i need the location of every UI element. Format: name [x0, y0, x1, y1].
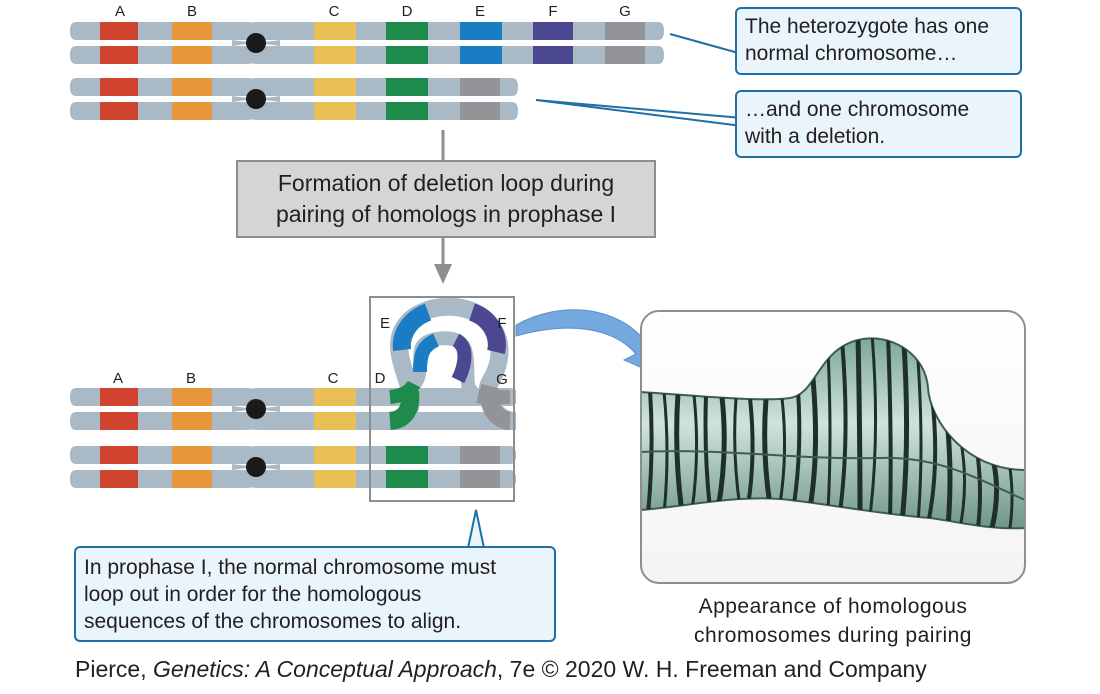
caption-line: Appearance of homologous: [698, 595, 968, 618]
centromere: [246, 399, 266, 419]
gene-label-a: A: [114, 3, 125, 20]
gene-F-band: [533, 22, 573, 40]
centromere: [246, 33, 266, 53]
gene-B-band: [172, 22, 212, 40]
callout-pointer-normal: [669, 33, 743, 55]
loop-gene-G: [476, 389, 511, 405]
process-text-line: pairing of homologs in prophase I: [275, 201, 617, 227]
gene-label-c: C: [327, 370, 339, 387]
normal-chromosome: [70, 22, 664, 64]
curved-arrow-icon: [515, 309, 657, 375]
loop-gene-F: [468, 303, 506, 355]
gene-label-g: G: [619, 3, 631, 20]
callout-pointer-deletion: [535, 99, 743, 127]
loop-highlight-box: [369, 296, 515, 502]
paired-normal-chromosome: [70, 388, 516, 430]
gene-label-f: F: [548, 3, 558, 20]
centromere: [246, 457, 266, 477]
micrograph-image: [640, 310, 1026, 584]
gene-G-band: [605, 22, 645, 40]
loop-gene-E: [392, 303, 432, 351]
process-text-line: Formation of deletion loop during: [277, 170, 615, 196]
process-box: Formation of deletion loop during pairin…: [236, 160, 656, 238]
gene-A-band: [100, 22, 138, 40]
gene-C-band: [314, 46, 356, 64]
loop-gene-E: [413, 333, 440, 373]
loop-gene-G: [480, 383, 512, 430]
gene-label-a: A: [112, 370, 123, 387]
callout-text-line: loop out in order for the homologous: [84, 583, 422, 606]
normal-chromosome-genes: [100, 22, 645, 64]
gene-label-d: D: [374, 370, 386, 387]
paired-deletion-chromosome: [70, 446, 516, 488]
caption-line: chromosomes during pairing: [694, 624, 972, 647]
deletion-chromosome: [70, 78, 518, 120]
callout-text-line: normal chromosome…: [745, 42, 958, 65]
loop-gene-D: [389, 380, 421, 404]
gene-C-band: [314, 22, 356, 40]
deletion-loop: [385, 297, 518, 430]
callout-text-line: …and one chromosome: [745, 98, 970, 121]
callout-text-line: The heterozygote has one: [745, 15, 990, 38]
gene-label-g: G: [496, 371, 508, 388]
gene-E-band: [460, 22, 502, 40]
loop-gene-F: [451, 333, 472, 384]
micrograph-caption: Appearance of homologous chromosomes dur…: [641, 592, 1025, 650]
credit-book-title: Genetics: A Conceptual Approach: [152, 656, 497, 682]
callout-text-line: with a deletion.: [745, 125, 886, 148]
callout-prophase: In prophase I, the normal chromosome mus…: [74, 546, 556, 642]
gene-E-band: [460, 46, 502, 64]
gene-D-band: [386, 22, 428, 40]
down-arrow-icon: [434, 264, 452, 284]
callout-text-line: sequences of the chromosomes to align.: [84, 610, 462, 633]
gene-label-b: B: [185, 370, 196, 387]
gene-label-d: D: [401, 3, 413, 20]
callout-normal-chromosome: The heterozygote has one normal chromoso…: [735, 7, 1022, 75]
credit-author: Pierce,: [75, 656, 153, 682]
gene-G-band: [605, 46, 645, 64]
gene-F-band: [533, 46, 573, 64]
credit-edition: , 7e © 2020 W. H. Freeman and Company: [496, 656, 927, 682]
gene-label-f: F: [497, 315, 507, 332]
centromere: [246, 89, 266, 109]
gene-A-band: [100, 46, 138, 64]
gene-label-c: C: [328, 3, 340, 20]
callout-text-line: In prophase I, the normal chromosome mus…: [84, 556, 497, 579]
gene-D-band: [386, 46, 428, 64]
gene-label-e: E: [474, 3, 485, 20]
gene-label-b: B: [186, 3, 197, 20]
callout-deletion-chromosome: …and one chromosome with a deletion.: [735, 90, 1022, 158]
gene-B-band: [172, 46, 212, 64]
gene-label-e: E: [379, 315, 390, 332]
source-credit: Pierce, Genetics: A Conceptual Approach,…: [75, 654, 927, 684]
callout-pointer-prophase: [467, 509, 485, 549]
